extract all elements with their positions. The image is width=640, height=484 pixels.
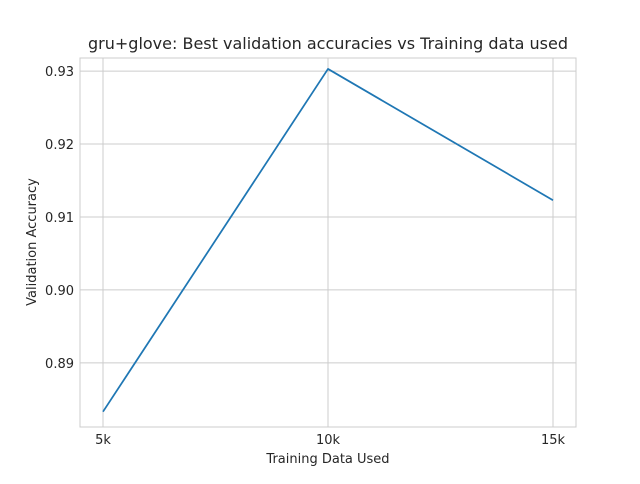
x-tick-label: 5k <box>95 433 111 448</box>
y-tick-label: 0.90 <box>45 284 74 299</box>
plot-frame <box>79 57 577 428</box>
x-axis-label: Training Data Used <box>265 452 389 467</box>
x-tick-labels: 5k 10k 15k <box>95 433 565 448</box>
y-axis-label: Validation Accuracy <box>25 178 40 306</box>
series-layer <box>102 68 554 413</box>
grid <box>80 58 576 427</box>
x-tick-label: 15k <box>541 433 566 448</box>
y-tick-label: 0.93 <box>45 65 74 80</box>
chart-title: gru+glove: Best validation accuracies vs… <box>88 34 568 53</box>
series-line <box>102 68 554 413</box>
y-tick-label: 0.89 <box>45 357 74 372</box>
y-tick-label: 0.92 <box>45 138 74 153</box>
y-tick-labels: 0.89 0.90 0.91 0.92 0.93 <box>45 65 74 372</box>
x-tick-label: 10k <box>316 433 341 448</box>
y-tick-label: 0.91 <box>45 211 74 226</box>
